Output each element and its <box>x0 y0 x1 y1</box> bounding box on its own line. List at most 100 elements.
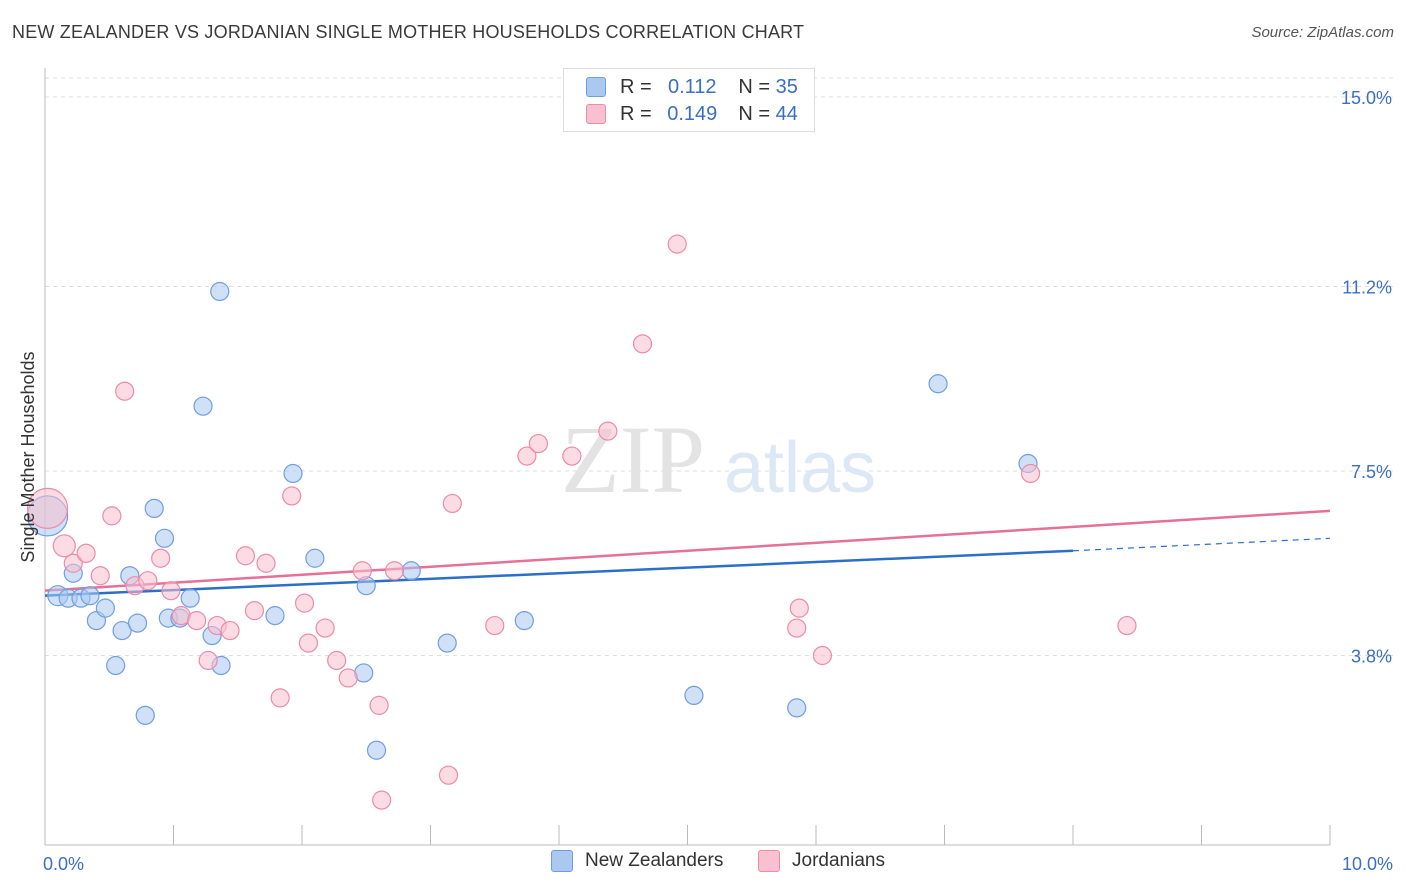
pink-point <box>632 334 653 354</box>
trend-line-jordanians <box>44 509 1331 592</box>
pink-point <box>598 421 618 441</box>
blue-point <box>366 740 387 760</box>
y-tick-label: 11.2% <box>1342 277 1392 297</box>
blue-point <box>210 281 230 302</box>
y-tick-label: 15.0% <box>1341 88 1392 108</box>
r-value-pink: 0.149 <box>667 102 718 125</box>
blue-point <box>180 588 200 608</box>
blue-point <box>265 606 285 626</box>
pink-point <box>294 593 315 613</box>
blue-point <box>135 705 155 725</box>
blue-point <box>283 463 303 484</box>
watermark-atlas: atlas <box>724 428 876 508</box>
pink-point <box>161 581 181 601</box>
pink-point <box>528 433 549 454</box>
pink-point <box>138 571 158 591</box>
pink-point <box>369 695 389 715</box>
pink-point <box>517 446 537 466</box>
pink-point <box>562 446 582 466</box>
y-tick-label: 3.8% <box>1351 647 1392 667</box>
pink-point <box>90 566 110 586</box>
pink-point <box>298 633 319 653</box>
blue-point <box>127 613 148 633</box>
pink-point <box>198 650 218 671</box>
pink-point <box>1117 615 1137 636</box>
tick-labels: 3.8% 7.5% 11.2% 15.0% 0.0% 10.0% <box>43 88 1393 874</box>
r-value-blue: 0.112 <box>667 75 717 98</box>
legend-swatch-new-zealanders <box>551 850 573 872</box>
watermark: ZIP atlas <box>561 406 876 513</box>
pink-point <box>52 534 76 558</box>
blue-point <box>154 528 175 548</box>
series-jordanians <box>26 234 1137 810</box>
trend-line-new-zealanders <box>44 549 1074 597</box>
legend-swatch-pink <box>586 104 606 124</box>
pink-point <box>327 650 347 671</box>
pink-point <box>151 548 171 568</box>
blue-point <box>684 685 704 706</box>
x-tick-label-min: 0.0% <box>43 854 84 874</box>
pink-point <box>338 668 358 688</box>
axes <box>44 68 1331 846</box>
blue-point <box>514 610 534 631</box>
chart-source: Source: ZipAtlas.com <box>1251 24 1394 41</box>
pink-point <box>235 546 256 566</box>
legend-swatch-blue <box>586 77 606 97</box>
legend-label-new-zealanders: New Zealanders <box>585 850 724 871</box>
n-label: N = <box>738 102 771 125</box>
r-label: R = <box>620 75 652 98</box>
blue-point <box>401 561 421 581</box>
r-label: R = <box>620 102 652 125</box>
blue-point <box>305 548 325 568</box>
n-value-pink: 44 <box>775 102 798 125</box>
pink-point <box>102 506 122 526</box>
series-legend: New Zealanders Jordanians <box>0 850 1406 878</box>
pink-point <box>442 493 462 514</box>
blue-point <box>193 396 213 416</box>
trend-lines <box>44 509 1331 597</box>
blue-point <box>928 374 948 394</box>
blue-point <box>144 498 164 518</box>
pink-point <box>282 486 302 506</box>
pink-point <box>115 381 135 401</box>
data-points <box>26 234 1137 810</box>
grid-lines <box>45 77 1393 657</box>
n-label: N = <box>738 75 771 98</box>
legend-label-jordanians: Jordanians <box>792 850 885 871</box>
blue-point <box>112 620 132 641</box>
pink-point <box>787 618 807 638</box>
blue-point <box>106 655 126 676</box>
legend-row-new-zealanders: R = 0.112 N = 35 <box>586 74 798 100</box>
correlation-legend: R = 0.112 N = 35 R = 0.149 N = 44 <box>563 68 815 132</box>
blue-point <box>95 598 115 618</box>
watermark-zip: ZIP <box>561 406 705 513</box>
pink-point <box>76 543 96 563</box>
blue-point <box>80 586 100 606</box>
pink-point <box>789 598 809 618</box>
pink-point <box>667 234 687 254</box>
pink-point <box>256 553 276 573</box>
pink-point <box>315 618 335 638</box>
pink-point <box>352 561 372 581</box>
x-tick-label-max: 10.0% <box>1342 854 1393 874</box>
pink-point <box>812 645 833 666</box>
trend-line-extension <box>1072 537 1331 552</box>
chart-title: NEW ZEALANDER VS JORDANIAN SINGLE MOTHER… <box>12 22 805 42</box>
pink-point <box>384 561 405 581</box>
y-axis-label: Single Mother Households <box>18 351 38 562</box>
legend-item-new-zealanders: New Zealanders <box>551 850 723 872</box>
pink-point <box>270 688 290 708</box>
pink-point <box>438 765 459 785</box>
pink-point <box>26 487 69 529</box>
y-tick-label: 7.5% <box>1351 462 1392 482</box>
legend-item-jordanians: Jordanians <box>758 850 885 872</box>
legend-row-jordanians: R = 0.149 N = 44 <box>586 101 798 127</box>
pink-point <box>220 620 240 641</box>
blue-point <box>437 633 457 653</box>
blue-point <box>787 698 807 718</box>
legend-swatch-jordanians <box>758 850 780 872</box>
pink-point <box>1020 463 1041 484</box>
pink-point <box>485 615 505 636</box>
n-value-blue: 35 <box>775 75 798 98</box>
